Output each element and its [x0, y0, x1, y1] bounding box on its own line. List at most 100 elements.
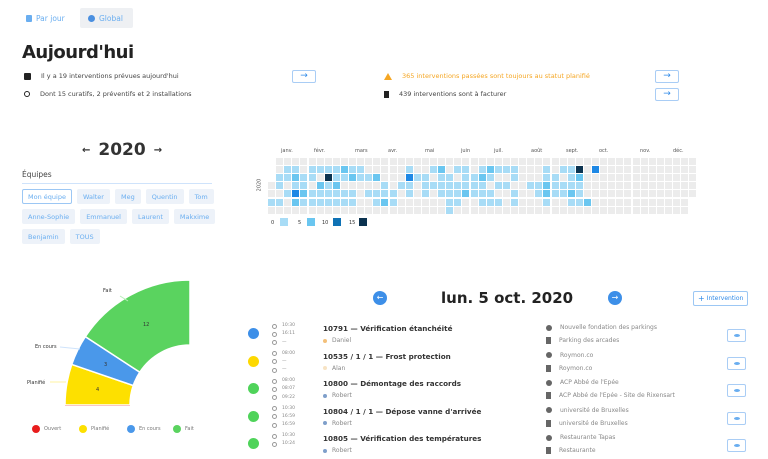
heatmap-cell[interactable] — [454, 198, 462, 206]
team-chip[interactable]: Anne-Sophie — [22, 209, 76, 224]
heatmap-cell[interactable] — [332, 198, 340, 206]
chart-slice-fait[interactable] — [84, 279, 191, 374]
heatmap-cell[interactable] — [527, 198, 535, 206]
heatmap-cell[interactable] — [381, 190, 389, 198]
heatmap-cell[interactable] — [430, 174, 437, 182]
heatmap-cell[interactable] — [340, 206, 348, 214]
heatmap-cell[interactable] — [664, 198, 672, 206]
heatmap-cell[interactable] — [494, 206, 502, 214]
heatmap-cell[interactable] — [616, 166, 624, 174]
heatmap-cell[interactable] — [624, 198, 632, 206]
heatmap-cell[interactable] — [284, 174, 292, 182]
heatmap-cell[interactable] — [421, 166, 429, 174]
heatmap-cell[interactable] — [527, 190, 535, 198]
heatmap-cell[interactable] — [276, 166, 284, 174]
heatmap-cell[interactable] — [527, 174, 535, 182]
heatmap-cell[interactable] — [397, 166, 405, 174]
heatmap-cell[interactable] — [300, 190, 308, 198]
heatmap-cell[interactable] — [551, 166, 559, 174]
heatmap-cell[interactable] — [616, 158, 624, 165]
heatmap-cell[interactable] — [648, 158, 656, 165]
heatmap-cell[interactable] — [632, 166, 640, 174]
heatmap-cell[interactable] — [365, 198, 373, 206]
heatmap-cell[interactable] — [632, 206, 640, 214]
heatmap-cell[interactable] — [300, 182, 308, 190]
heatmap-cell[interactable] — [519, 174, 527, 182]
heatmap-cell[interactable] — [268, 182, 275, 190]
heatmap-cell[interactable] — [421, 158, 429, 165]
previous-year-button[interactable]: ← — [82, 144, 91, 156]
heatmap-cell[interactable] — [446, 158, 454, 165]
heatmap-cell[interactable] — [478, 158, 486, 165]
heatmap-cell[interactable] — [527, 182, 535, 190]
heatmap-cell[interactable] — [494, 182, 502, 190]
team-chip[interactable]: Emmanuel — [80, 209, 127, 224]
heatmap-cell[interactable] — [276, 158, 284, 165]
heatmap-cell[interactable] — [640, 158, 648, 165]
heatmap-cell[interactable] — [397, 174, 405, 182]
heatmap-cell[interactable] — [389, 166, 397, 174]
heatmap-cell[interactable] — [648, 166, 656, 174]
heatmap-cell[interactable] — [511, 158, 518, 165]
heatmap-cell[interactable] — [689, 174, 697, 182]
heatmap-cell[interactable] — [494, 174, 502, 182]
heatmap-cell[interactable] — [567, 190, 575, 198]
heatmap-cell[interactable] — [381, 158, 389, 165]
view-intervention-button[interactable] — [727, 329, 746, 342]
intervention-title[interactable]: 10804 / 1 / 1 — Dépose vanne d'arrivée — [323, 406, 482, 416]
heatmap-cell[interactable] — [389, 206, 397, 214]
heatmap-cell[interactable] — [543, 158, 551, 165]
heatmap-cell[interactable] — [486, 182, 494, 190]
heatmap-cell[interactable] — [478, 174, 486, 182]
heatmap-cell[interactable] — [527, 206, 535, 214]
heatmap-cell[interactable] — [308, 206, 316, 214]
heatmap-cell[interactable] — [535, 174, 543, 182]
heatmap-cell[interactable] — [470, 158, 478, 165]
heatmap-cell[interactable] — [381, 206, 389, 214]
heatmap-cell[interactable] — [543, 182, 551, 190]
heatmap-cell[interactable] — [268, 206, 275, 214]
heatmap-cell[interactable] — [624, 182, 632, 190]
heatmap-cell[interactable] — [430, 166, 437, 174]
heatmap-cell[interactable] — [575, 198, 583, 206]
heatmap-cell[interactable] — [292, 190, 300, 198]
heatmap-cell[interactable] — [421, 182, 429, 190]
heatmap-cell[interactable] — [673, 158, 680, 165]
heatmap-cell[interactable] — [575, 158, 583, 165]
heatmap-cell[interactable] — [681, 174, 689, 182]
heatmap-cell[interactable] — [519, 190, 527, 198]
planned-arrow-button[interactable]: → — [292, 70, 316, 83]
heatmap-cell[interactable] — [357, 158, 365, 165]
heatmap-cell[interactable] — [592, 206, 599, 214]
heatmap-cell[interactable] — [519, 182, 527, 190]
heatmap-cell[interactable] — [616, 198, 624, 206]
heatmap-cell[interactable] — [600, 198, 608, 206]
heatmap-cell[interactable] — [681, 182, 689, 190]
heatmap-cell[interactable] — [332, 190, 340, 198]
heatmap-cell[interactable] — [478, 182, 486, 190]
heatmap-cell[interactable] — [632, 190, 640, 198]
heatmap-cell[interactable] — [430, 198, 437, 206]
heatmap-cell[interactable] — [421, 190, 429, 198]
heatmap-cell[interactable] — [608, 166, 616, 174]
heatmap-cell[interactable] — [494, 166, 502, 174]
heatmap-cell[interactable] — [478, 166, 486, 174]
heatmap-cell[interactable] — [340, 158, 348, 165]
heatmap-cell[interactable] — [389, 158, 397, 165]
heatmap-cell[interactable] — [438, 198, 446, 206]
heatmap-cell[interactable] — [624, 206, 632, 214]
heatmap-cell[interactable] — [413, 182, 421, 190]
heatmap-cell[interactable] — [284, 166, 292, 174]
heatmap-cell[interactable] — [689, 182, 697, 190]
heatmap-cell[interactable] — [608, 182, 616, 190]
team-chip[interactable]: Benjamin — [22, 229, 65, 244]
heatmap-cell[interactable] — [502, 182, 510, 190]
heatmap-cell[interactable] — [454, 206, 462, 214]
heatmap-cell[interactable] — [324, 190, 332, 198]
heatmap-cell[interactable] — [349, 198, 356, 206]
heatmap-cell[interactable] — [616, 182, 624, 190]
heatmap-cell[interactable] — [502, 198, 510, 206]
heatmap-cell[interactable] — [421, 206, 429, 214]
heatmap-cell[interactable] — [446, 166, 454, 174]
heatmap-cell[interactable] — [316, 166, 324, 174]
